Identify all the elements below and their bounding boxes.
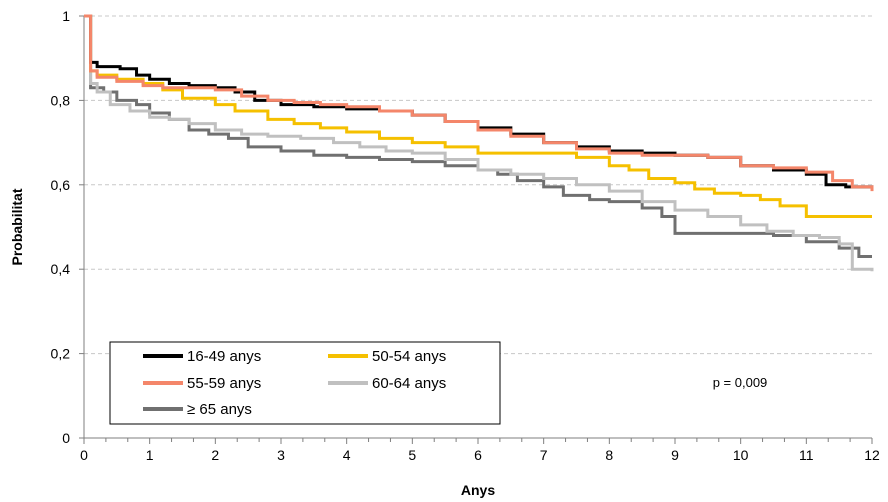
x-tick-label: 0 [80, 447, 88, 463]
y-tick-label: 0,4 [51, 261, 71, 277]
x-axis-title: Anys [461, 482, 495, 498]
y-tick-label: 0,8 [51, 92, 71, 108]
x-tick-label: 5 [408, 447, 416, 463]
series-line-2 [84, 14, 874, 192]
legend-label-60-64: 60-64 anys [372, 375, 446, 392]
x-tick-label: 11 [799, 447, 814, 463]
y-tick-label: 1 [62, 8, 70, 24]
legend-label-16-49: 16-49 anys [187, 348, 261, 365]
y-axis-title: Probabilitat [9, 188, 25, 265]
x-axis-ticks: 0 1 2 3 4 5 6 7 8 9 10 11 12 [80, 438, 880, 463]
x-tick-label: 12 [864, 447, 880, 463]
x-tick-label: 1 [146, 447, 154, 463]
x-tick-label: 7 [540, 447, 548, 463]
series-line-3 [84, 14, 874, 272]
series-line-1 [84, 14, 872, 218]
y-tick-label: 0,6 [51, 177, 71, 193]
x-tick-label: 10 [733, 447, 749, 463]
series-lines [84, 14, 874, 272]
x-tick-label: 8 [605, 447, 613, 463]
x-tick-label: 6 [474, 447, 482, 463]
y-tick-label: 0 [62, 430, 70, 446]
y-axis-ticks: 0 0,2 0,4 0,6 0,8 1 [51, 8, 84, 446]
p-value-annotation: p = 0,009 [713, 375, 768, 390]
legend-label-65: ≥ 65 anys [187, 401, 252, 418]
x-tick-label: 9 [671, 447, 679, 463]
legend-label-55-59: 55-59 anys [187, 375, 261, 392]
legend-label-50-54: 50-54 anys [372, 348, 446, 365]
legend: 16-49 anys 50-54 anys 55-59 anys 60-64 a… [109, 341, 501, 425]
x-tick-label: 4 [343, 447, 351, 463]
x-tick-label: 2 [211, 447, 219, 463]
gridlines [84, 15, 872, 355]
series-line-4 [84, 14, 872, 259]
y-tick-label: 0,2 [51, 346, 71, 362]
x-tick-label: 3 [277, 447, 285, 463]
